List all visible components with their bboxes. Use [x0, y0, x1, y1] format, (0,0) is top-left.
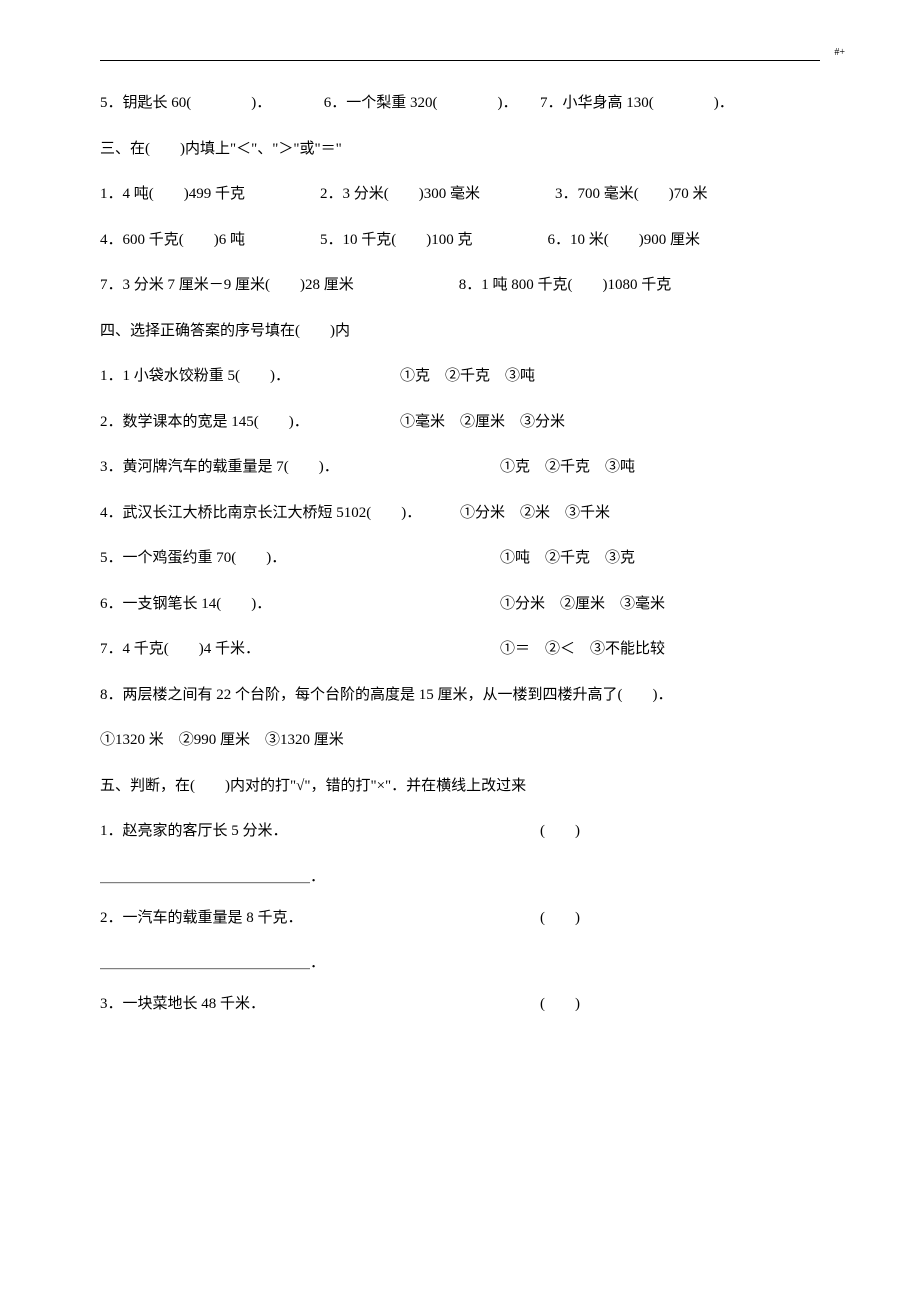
q5-2-blank: ＿＿＿＿＿＿＿＿＿＿＿＿＿＿．: [100, 951, 820, 972]
q5-2-text: 2．一汽车的载重量是 8 千克．: [100, 906, 540, 932]
q4-1-text: 1．1 小袋水饺粉重 5( )．: [100, 364, 400, 390]
header-marker: #+: [834, 47, 845, 58]
q5-1-paren: ( ): [540, 819, 580, 845]
q4-2-text: 2．数学课本的宽是 145( )．: [100, 410, 400, 436]
q5-3-text: 3．一块菜地长 48 千米．: [100, 992, 540, 1018]
section4-q6: 6．一支钢笔长 14( )． ①分米 ②厘米 ③毫米: [100, 592, 820, 618]
q5-1-text: 1．赵亮家的客厅长 5 分米．: [100, 819, 540, 845]
q4-7-text: 7．4 千克( )4 千米．: [100, 637, 500, 663]
section5-title: 五、判断，在( )内对的打"√"，错的打"×"．并在横线上改过来: [100, 774, 820, 800]
q4-5-text: 5．一个鸡蛋约重 70( )．: [100, 546, 500, 572]
q5-3-paren: ( ): [540, 992, 580, 1018]
q4-4-text: 4．武汉长江大桥比南京长江大桥短 5102( )．: [100, 501, 460, 527]
q5-2-paren: ( ): [540, 906, 580, 932]
section4-q3: 3．黄河牌汽车的载重量是 7( )． ①克 ②千克 ③吨: [100, 455, 820, 481]
q4-4-options: ①分米 ②米 ③千米: [460, 501, 610, 527]
section4-title: 四、选择正确答案的序号填在( )内: [100, 319, 820, 345]
section5-q3: 3．一块菜地长 48 千米． ( ): [100, 992, 820, 1018]
section3-q7-8: 7．3 分米 7 厘米－9 厘米( )28 厘米 8．1 吨 800 千克( )…: [100, 273, 820, 299]
section3-q4-5-6: 4．600 千克( )6 吨 5．10 千克( )100 克 6．10 米( )…: [100, 228, 820, 254]
section4-q8: 8．两层楼之间有 22 个台阶，每个台阶的高度是 15 厘米，从一楼到四楼升高了…: [100, 683, 820, 709]
section2-q5-6-7: 5．钥匙长 60( )． 6．一个梨重 320( )． 7．小华身高 130( …: [100, 91, 820, 117]
top-border-line: #+: [100, 60, 820, 61]
section5-q2: 2．一汽车的载重量是 8 千克． ( ): [100, 906, 820, 932]
section4-q5: 5．一个鸡蛋约重 70( )． ①吨 ②千克 ③克: [100, 546, 820, 572]
section3-title: 三、在( )内填上"＜"、"＞"或"＝": [100, 137, 820, 163]
q4-6-options: ①分米 ②厘米 ③毫米: [500, 592, 665, 618]
q4-3-options: ①克 ②千克 ③吨: [500, 455, 635, 481]
section4-q7: 7．4 千克( )4 千米． ①＝ ②＜ ③不能比较: [100, 637, 820, 663]
section3-q1-2-3: 1．4 吨( )499 千克 2．3 分米( )300 毫米 3．700 毫米(…: [100, 182, 820, 208]
q4-7-options: ①＝ ②＜ ③不能比较: [500, 637, 665, 663]
q4-1-options: ①克 ②千克 ③吨: [400, 364, 535, 390]
section4-q2: 2．数学课本的宽是 145( )． ①毫米 ②厘米 ③分米: [100, 410, 820, 436]
q4-5-options: ①吨 ②千克 ③克: [500, 546, 635, 572]
section4-q1: 1．1 小袋水饺粉重 5( )． ①克 ②千克 ③吨: [100, 364, 820, 390]
document-page: #+ 5．钥匙长 60( )． 6．一个梨重 320( )． 7．小华身高 13…: [0, 0, 920, 1098]
q4-2-options: ①毫米 ②厘米 ③分米: [400, 410, 565, 436]
section5-q1: 1．赵亮家的客厅长 5 分米． ( ): [100, 819, 820, 845]
section4-q4: 4．武汉长江大桥比南京长江大桥短 5102( )． ①分米 ②米 ③千米: [100, 501, 820, 527]
q5-1-blank: ＿＿＿＿＿＿＿＿＿＿＿＿＿＿．: [100, 865, 820, 886]
q4-6-text: 6．一支钢笔长 14( )．: [100, 592, 500, 618]
section4-q8-options: ①1320 米 ②990 厘米 ③1320 厘米: [100, 728, 820, 754]
q4-3-text: 3．黄河牌汽车的载重量是 7( )．: [100, 455, 500, 481]
